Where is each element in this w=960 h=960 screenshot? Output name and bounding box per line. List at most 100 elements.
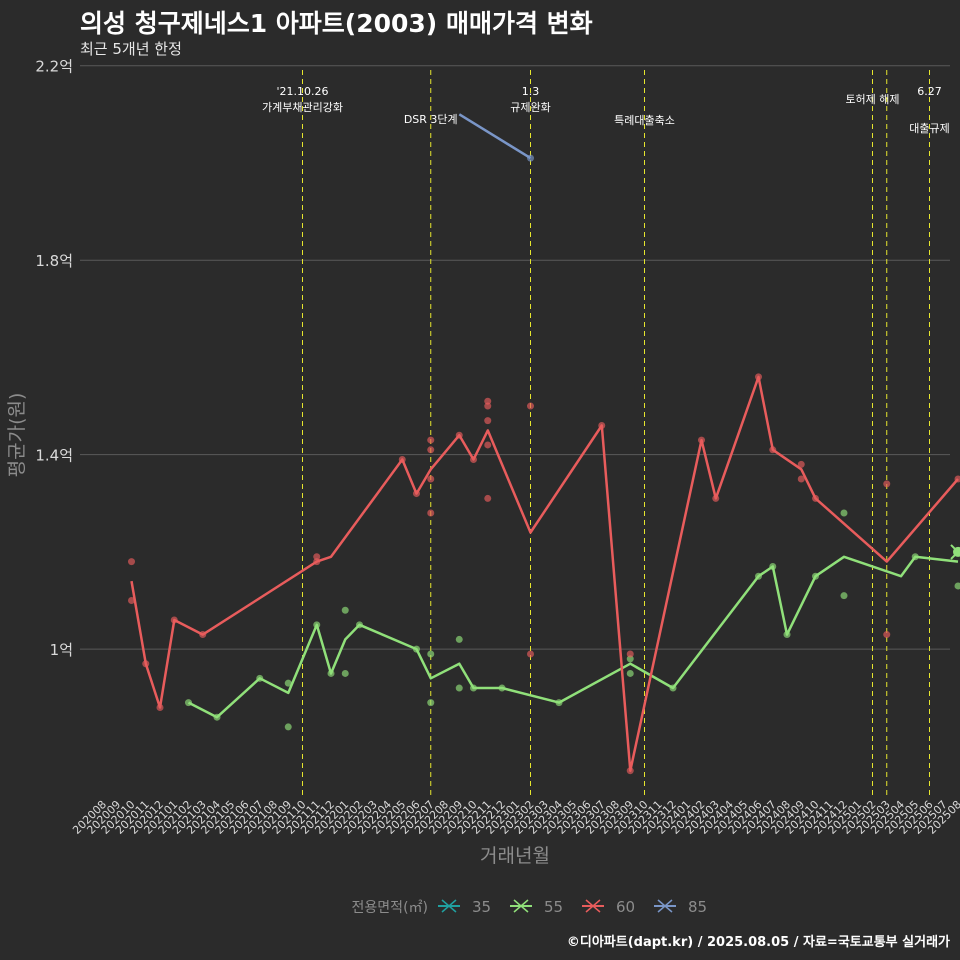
x-tick-label: 202407 [740, 798, 779, 837]
x-tick-label: 202010 [99, 798, 138, 837]
x-tick-label: 202502 [840, 798, 879, 837]
data-point-60 [484, 494, 492, 502]
event-label: 대출규제 [909, 122, 949, 135]
event-label: 규제완화 [510, 101, 550, 114]
x-tick-label: 202411 [797, 798, 836, 837]
x-tick-label: 202202 [327, 798, 366, 837]
x-tick-label: 202306 [555, 798, 594, 837]
data-point-55 [327, 669, 335, 677]
data-point-60 [812, 494, 819, 502]
x-tick-label: 202101 [141, 798, 180, 837]
data-point-60 [598, 422, 606, 429]
data-point-60 [413, 490, 420, 498]
data-point-60 [128, 558, 135, 566]
data-point-55 [313, 621, 321, 629]
legend-label-55: 55 [544, 898, 563, 916]
x-tick-label: 202104 [184, 798, 223, 837]
data-point-60 [427, 509, 435, 517]
data-point-60 [455, 431, 463, 439]
data-point-60 [797, 460, 805, 468]
data-point-55 [413, 645, 420, 653]
data-point-60 [313, 553, 321, 561]
legend-label-60: 60 [616, 898, 635, 916]
x-tick-label: 202109 [255, 798, 294, 837]
x-tick-label: 202209 [426, 798, 465, 837]
x-tick-label: 202308 [583, 798, 622, 837]
data-point-55 [626, 669, 634, 677]
data-point-60 [170, 616, 178, 624]
data-point-55 [284, 723, 292, 731]
x-tick-label: 202204 [355, 798, 394, 837]
x-tick-label: 202402 [669, 798, 708, 837]
data-point-60 [484, 441, 492, 449]
x-tick-label: 202203 [341, 798, 380, 837]
x-tick-label: 202303 [512, 798, 551, 837]
data-point-85 [527, 154, 534, 162]
data-point-55 [256, 674, 264, 682]
x-tick-label: 202410 [783, 798, 822, 837]
event-label-date: '21.10.26 [276, 85, 328, 98]
data-point-60 [769, 446, 777, 454]
data-point-55 [555, 699, 563, 707]
data-point-55 [954, 582, 960, 590]
x-tick-label: 202107 [227, 798, 266, 837]
x-tick-label: 202503 [854, 798, 893, 837]
data-point-55 [840, 592, 848, 600]
x-tick-label: 202401 [654, 798, 693, 837]
x-tick-label: 202205 [369, 798, 408, 837]
x-tick-label: 202403 [683, 798, 722, 837]
data-point-55 [470, 684, 477, 692]
x-tick-label: 202302 [498, 798, 537, 837]
x-tick-label: 202507 [911, 798, 950, 837]
legend-key-cross-55 [513, 899, 529, 913]
data-point-55 [911, 553, 919, 561]
x-tick-label: 202110 [270, 798, 309, 837]
x-tick-label: 202105 [198, 798, 237, 837]
data-point-55 [284, 679, 292, 687]
data-point-55 [356, 621, 363, 629]
x-tick-label: 202102 [156, 798, 195, 837]
legend-label-35: 35 [472, 898, 491, 916]
data-point-60 [484, 397, 492, 405]
x-tick-label: 202009 [84, 798, 123, 837]
chart-subtitle: 최근 5개년 한정 [80, 40, 182, 58]
legend-label-85: 85 [688, 898, 707, 916]
data-point-60 [527, 650, 534, 658]
x-tick-label: 202505 [882, 798, 921, 837]
data-point-55 [769, 562, 777, 570]
data-point-60 [470, 456, 477, 464]
x-tick-label: 202305 [540, 798, 579, 837]
data-point-60 [427, 475, 435, 483]
data-point-60 [156, 703, 164, 711]
x-tick-label: 202508 [925, 798, 960, 837]
x-tick-label: 202111 [284, 798, 323, 837]
data-point-60 [698, 436, 705, 444]
data-point-60 [626, 650, 634, 658]
data-point-55 [427, 650, 435, 658]
highlight-point [953, 546, 960, 557]
event-label: 가계부채관리강화 [262, 101, 343, 114]
data-point-55 [812, 572, 819, 580]
data-point-60 [712, 494, 720, 502]
x-tick-label: 202307 [569, 798, 608, 837]
x-tick-label: 202409 [768, 798, 807, 837]
series-line-85 [458, 113, 532, 160]
y-tick-label: 1억 [50, 641, 73, 659]
x-tick-label: 202412 [811, 798, 850, 837]
x-tick-label: 202207 [398, 798, 437, 837]
x-tick-label: 202211 [455, 798, 494, 837]
event-label: 특례대출축소 [614, 114, 675, 127]
data-point-60 [398, 456, 406, 464]
x-tick-label: 202212 [469, 798, 508, 837]
highlight-cross [950, 544, 960, 560]
event-label: 토허제 해제 [845, 92, 899, 106]
data-point-60 [427, 446, 435, 454]
data-point-55 [185, 699, 192, 707]
data-point-55 [341, 669, 349, 677]
series-line-55 [187, 555, 959, 719]
data-point-60 [626, 767, 634, 775]
data-point-55 [755, 572, 762, 580]
x-tick-label: 202201 [312, 798, 351, 837]
series-line-60 [130, 375, 959, 772]
